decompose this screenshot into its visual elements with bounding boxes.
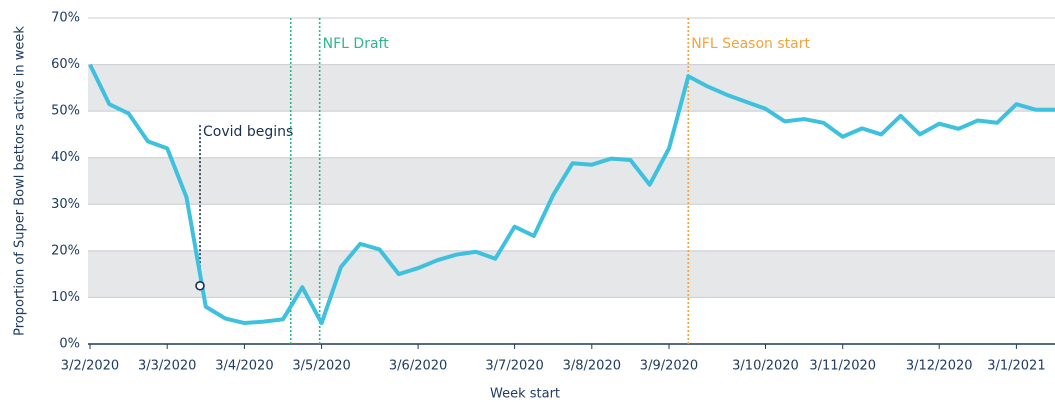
x-tick-label: 3/7/2020: [485, 359, 543, 374]
x-tick-label: 3/11/2020: [809, 359, 876, 374]
x-tick-label: 3/3/2020: [138, 359, 196, 374]
y-tick-label: 60%: [51, 57, 80, 72]
data-line: [88, 63, 1055, 326]
annotation-label: NFL Season start: [691, 36, 810, 52]
y-tick-label: 50%: [51, 104, 80, 119]
grid-band: [88, 250, 1055, 298]
annotation-label: NFL Draft: [323, 36, 390, 52]
y-axis-label: Proportion of Super Bowl bettors active …: [13, 26, 28, 336]
x-tick-label: 3/6/2020: [389, 359, 447, 374]
x-tick-label: 3/12/2020: [906, 359, 973, 374]
y-tick-label: 0%: [59, 337, 80, 352]
x-tick-label: 3/9/2020: [640, 359, 698, 374]
y-tick-label: 20%: [51, 243, 80, 258]
x-tick-label: 3/5/2020: [292, 359, 350, 374]
x-tick-label: 3/8/2020: [563, 359, 621, 374]
y-tick-label: 40%: [51, 150, 80, 165]
grid-band: [88, 64, 1055, 112]
y-tick-label: 70%: [51, 11, 80, 26]
y-tick-label: 10%: [51, 290, 80, 305]
x-tick-label: 3/10/2020: [732, 359, 799, 374]
x-axis-label: Week start: [490, 387, 560, 402]
y-tick-label: 30%: [51, 197, 80, 212]
x-tick-label: 3/4/2020: [215, 359, 273, 374]
annotation-marker: [195, 280, 205, 291]
x-tick-label: 3/1/2021: [987, 359, 1045, 374]
x-tick-label: 3/2/2020: [61, 359, 119, 374]
annotation-label: Covid begins: [203, 124, 293, 140]
